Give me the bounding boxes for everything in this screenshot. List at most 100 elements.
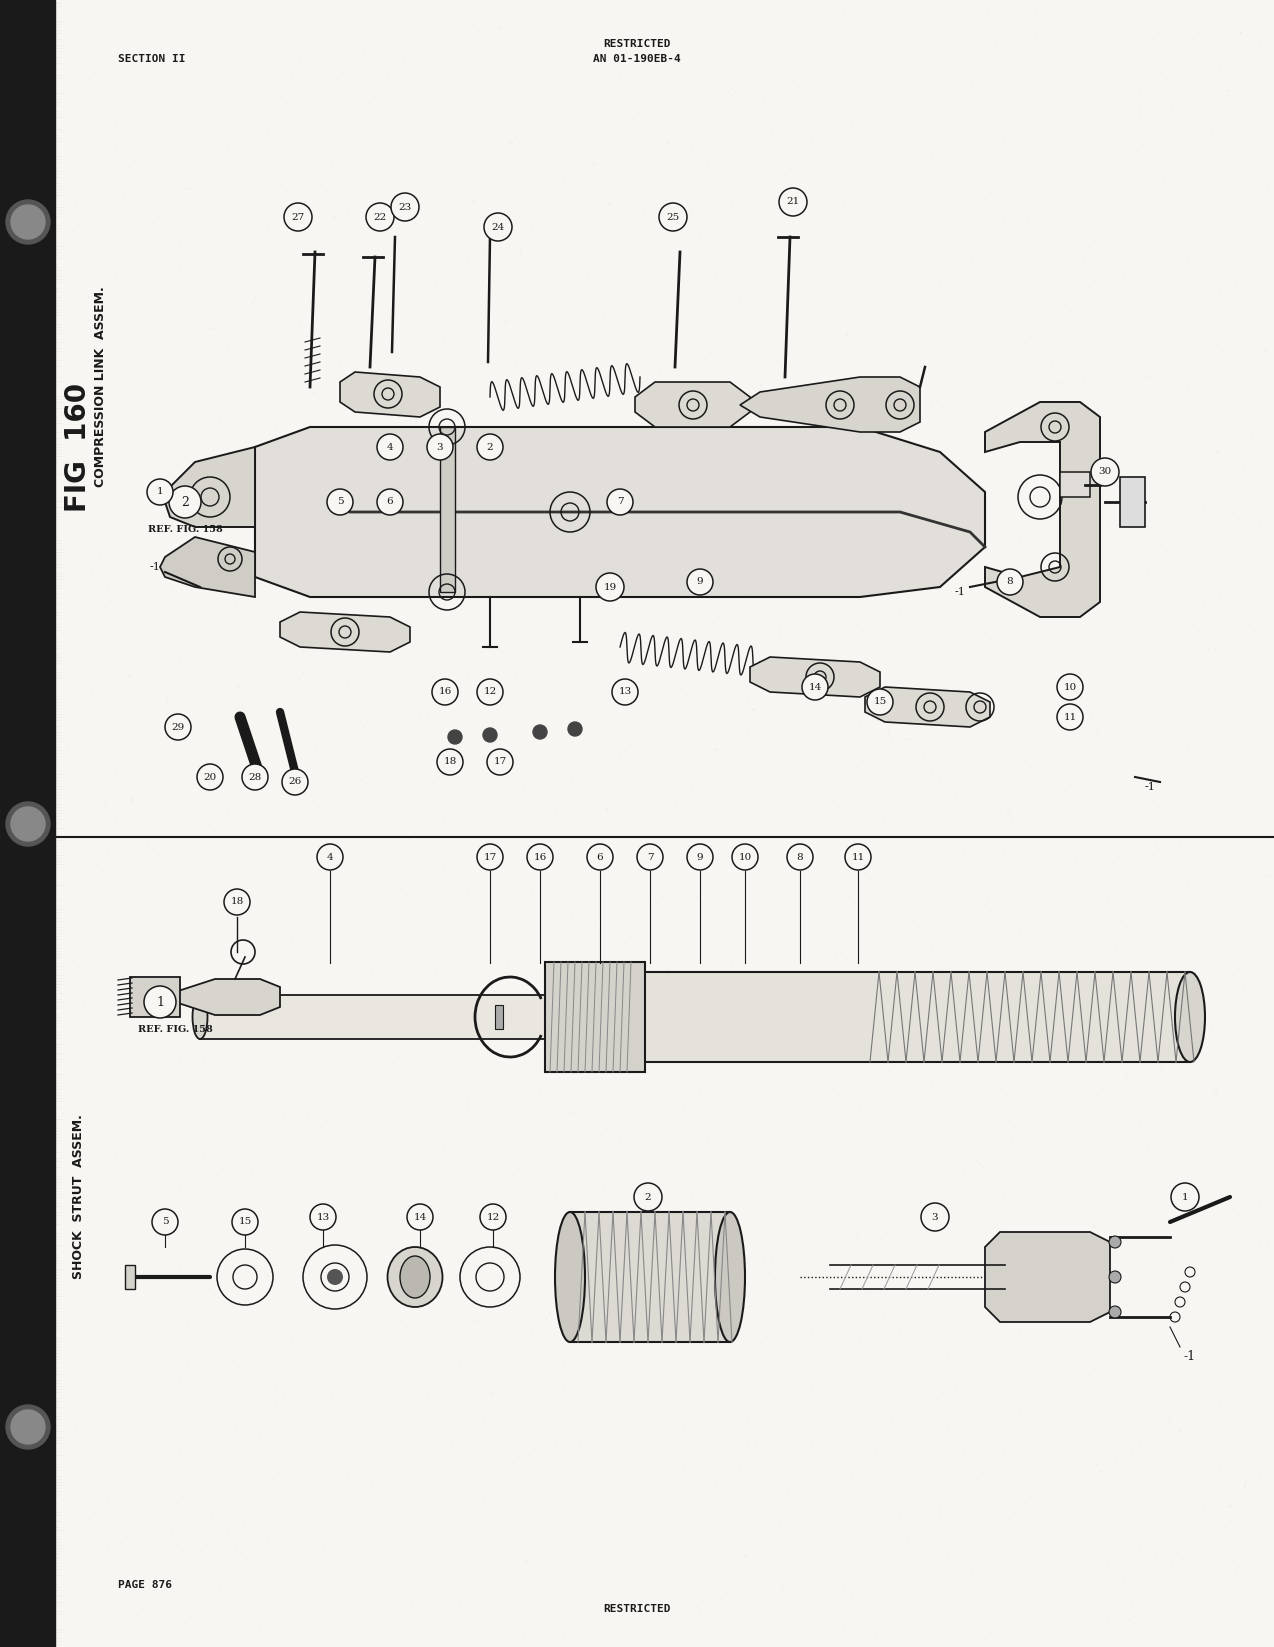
Text: 14: 14 [413,1212,427,1222]
Text: 2: 2 [645,1192,651,1202]
Circle shape [377,435,403,460]
Circle shape [480,1204,506,1230]
Circle shape [998,568,1023,595]
Text: 14: 14 [809,682,822,692]
Text: 8: 8 [796,853,804,861]
Text: REF. FIG. 158: REF. FIG. 158 [138,1024,213,1034]
Circle shape [6,1405,50,1449]
Circle shape [282,769,308,796]
Text: RESTRICTED: RESTRICTED [604,1604,670,1614]
Text: 1: 1 [157,488,163,496]
Circle shape [483,728,497,743]
Text: 26: 26 [288,777,302,787]
Ellipse shape [715,1212,745,1342]
Text: 25: 25 [666,212,679,221]
Circle shape [845,843,871,870]
Text: 22: 22 [373,212,386,221]
Circle shape [921,1202,949,1230]
Circle shape [284,203,312,231]
Text: 27: 27 [292,212,304,221]
Circle shape [242,764,268,791]
Text: 30: 30 [1098,468,1112,476]
Circle shape [612,679,638,705]
Bar [440,427,455,591]
Text: 5: 5 [336,497,343,507]
Circle shape [1108,1306,1121,1318]
Circle shape [1057,703,1083,730]
Text: 17: 17 [483,853,497,861]
Circle shape [527,843,553,870]
Polygon shape [750,657,880,697]
Circle shape [448,730,462,744]
Circle shape [6,199,50,244]
Text: 9: 9 [697,853,703,861]
Text: AN 01-190EB-4: AN 01-190EB-4 [594,54,680,64]
Circle shape [687,568,713,595]
Circle shape [152,1209,178,1235]
Bar [496,1005,503,1029]
Bar [200,995,561,1039]
Circle shape [687,843,713,870]
Text: 5: 5 [162,1217,168,1227]
Circle shape [224,889,250,916]
Circle shape [427,435,454,460]
Text: 12: 12 [487,1212,499,1222]
Circle shape [1108,1271,1121,1283]
Text: 1: 1 [155,995,164,1008]
Circle shape [317,843,343,870]
Bar [1120,478,1145,527]
Circle shape [476,843,503,870]
Circle shape [1171,1183,1199,1211]
Text: 21: 21 [786,198,800,206]
Bar [130,977,180,1016]
Circle shape [1057,674,1083,700]
Circle shape [197,764,223,791]
Text: 10: 10 [1064,682,1077,692]
Text: 8: 8 [1006,578,1013,586]
Circle shape [391,193,419,221]
Circle shape [310,1204,336,1230]
Text: 29: 29 [172,723,185,731]
Circle shape [1108,1235,1121,1248]
Polygon shape [865,687,990,726]
Text: 2: 2 [487,443,493,451]
Circle shape [432,679,457,705]
Circle shape [568,721,582,736]
Circle shape [327,1268,343,1285]
Circle shape [484,212,512,240]
Circle shape [634,1183,662,1211]
Circle shape [637,843,662,870]
Circle shape [232,1209,259,1235]
Circle shape [169,486,201,519]
Text: 15: 15 [238,1217,252,1227]
Text: 12: 12 [483,687,497,697]
Circle shape [487,749,513,776]
Polygon shape [985,402,1099,618]
Text: 3: 3 [437,443,443,451]
Circle shape [733,843,758,870]
Text: RESTRICTED: RESTRICTED [604,40,670,49]
Circle shape [144,987,176,1018]
Ellipse shape [400,1257,431,1298]
Text: COMPRESSION LINK  ASSEM.: COMPRESSION LINK ASSEM. [93,287,107,488]
Text: 18: 18 [443,758,456,766]
Bar [545,962,645,1072]
Bar [569,1212,730,1342]
Circle shape [437,749,462,776]
Text: SHOCK  STRUT  ASSEM.: SHOCK STRUT ASSEM. [71,1115,84,1280]
Circle shape [327,489,353,516]
Circle shape [1091,458,1119,486]
Text: SECTION II: SECTION II [118,54,186,64]
Text: 19: 19 [604,583,617,591]
Text: 1: 1 [1182,1192,1189,1202]
Circle shape [166,715,191,740]
Circle shape [868,688,893,715]
Circle shape [11,1410,45,1444]
Text: 16: 16 [534,853,547,861]
Text: -1: -1 [954,586,966,596]
Circle shape [366,203,394,231]
Bar [0,0,55,1647]
Text: -1: -1 [149,562,161,572]
Bar [1060,473,1091,497]
Text: 10: 10 [739,853,752,861]
